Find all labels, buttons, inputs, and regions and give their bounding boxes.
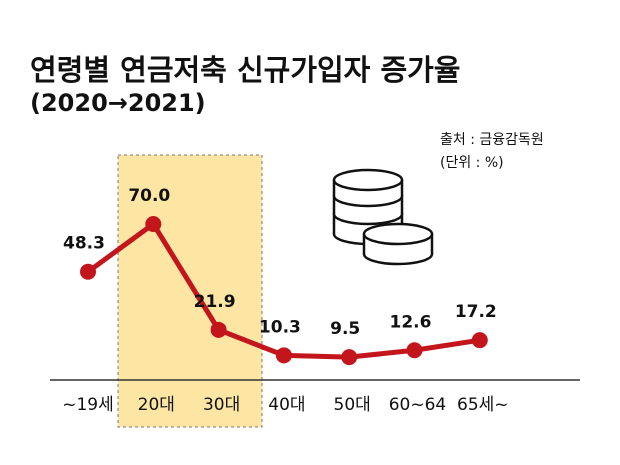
source-note: 출처 : 금융감독원 (440, 132, 544, 148)
x-tick-label: 60~64 (389, 395, 447, 415)
x-tick-label: 65세~ (457, 395, 509, 415)
value-label: 48.3 (63, 234, 105, 254)
data-point (145, 216, 162, 232)
x-tick-label: 30대 (203, 395, 240, 415)
data-point (471, 332, 488, 349)
highlight-box (117, 154, 263, 428)
data-point (80, 263, 96, 280)
chart-title: 연령별 연금저축 신규가입자 증가율 (30, 53, 461, 87)
x-tick-label: 40대 (268, 395, 305, 415)
data-point (210, 321, 227, 338)
coins-icon (332, 168, 434, 266)
unit-note: (단위 : %) (440, 155, 504, 171)
x-tick-label: 20대 (138, 395, 175, 415)
value-label: 21.9 (194, 292, 236, 312)
value-label: 12.6 (390, 312, 432, 332)
data-point (341, 349, 358, 366)
x-tick-label: 50대 (334, 395, 371, 415)
data-point (406, 342, 423, 359)
value-label: 17.2 (455, 302, 497, 322)
data-point (275, 347, 292, 364)
value-label: 9.5 (330, 319, 360, 339)
value-label: 10.3 (259, 317, 301, 337)
value-label: 70.0 (128, 186, 170, 206)
chart-subtitle: (2020→2021) (30, 89, 206, 117)
x-tick-label: ~19세 (62, 395, 114, 415)
